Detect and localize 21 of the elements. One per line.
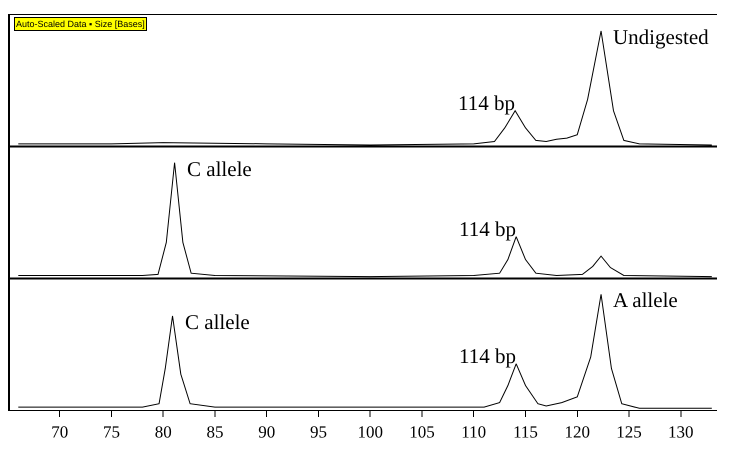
annotation: A allele: [613, 288, 678, 312]
x-tick-label: 75: [102, 422, 120, 442]
annotation: C allele: [185, 310, 250, 334]
annotation: 114 bp: [459, 217, 516, 241]
annotation: 114 bp: [459, 344, 516, 368]
x-tick-label: 85: [206, 422, 224, 442]
x-tick-label: 95: [310, 422, 327, 442]
x-tick-label: 130: [668, 422, 694, 442]
text: Auto-Scaled Data ▪ Size [Bases]: [16, 19, 145, 29]
x-tick-label: 90: [258, 422, 276, 442]
x-tick-label: 125: [616, 422, 642, 442]
x-tick-label: 100: [357, 422, 383, 442]
x-tick-label: 115: [513, 422, 538, 442]
annotation: Undigested: [613, 25, 710, 49]
x-tick-label: 110: [461, 422, 486, 442]
annotation: C allele: [187, 157, 252, 181]
x-tick-label: 70: [51, 422, 68, 442]
annotation: 114 bp: [458, 91, 515, 115]
x-tick-label: 120: [564, 422, 590, 442]
x-tick-label: 80: [154, 422, 172, 442]
x-tick-label: 105: [409, 422, 435, 442]
